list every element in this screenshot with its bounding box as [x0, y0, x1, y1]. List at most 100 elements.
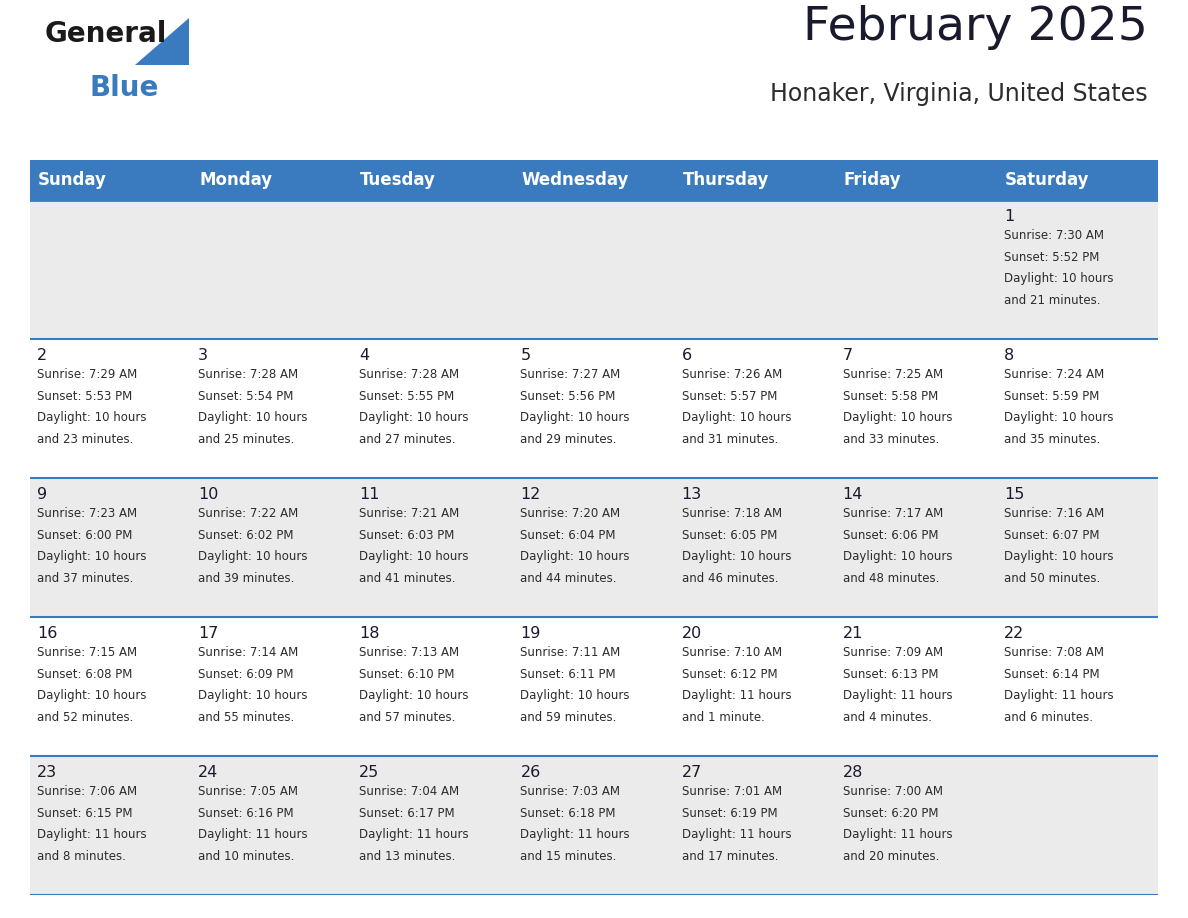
Text: Sunrise: 7:27 AM: Sunrise: 7:27 AM — [520, 368, 620, 381]
Text: Daylight: 10 hours: Daylight: 10 hours — [1004, 411, 1113, 424]
Text: and 59 minutes.: and 59 minutes. — [520, 711, 617, 723]
Text: and 25 minutes.: and 25 minutes. — [198, 432, 295, 445]
Text: Daylight: 11 hours: Daylight: 11 hours — [842, 689, 953, 702]
Text: 20: 20 — [682, 626, 702, 641]
Text: Blue: Blue — [90, 74, 159, 102]
Text: Daylight: 11 hours: Daylight: 11 hours — [37, 828, 146, 841]
Text: Sunset: 6:02 PM: Sunset: 6:02 PM — [198, 529, 293, 542]
Text: Sunrise: 7:13 AM: Sunrise: 7:13 AM — [359, 646, 460, 659]
Text: Daylight: 10 hours: Daylight: 10 hours — [198, 550, 308, 563]
Text: and 44 minutes.: and 44 minutes. — [520, 572, 617, 585]
Text: Sunset: 6:19 PM: Sunset: 6:19 PM — [682, 807, 777, 820]
Text: and 55 minutes.: and 55 minutes. — [198, 711, 295, 723]
Text: Daylight: 10 hours: Daylight: 10 hours — [1004, 272, 1113, 285]
Text: Sunrise: 7:03 AM: Sunrise: 7:03 AM — [520, 785, 620, 798]
Text: Sunrise: 7:28 AM: Sunrise: 7:28 AM — [198, 368, 298, 381]
Text: 2: 2 — [37, 348, 48, 363]
Text: Sunset: 6:20 PM: Sunset: 6:20 PM — [842, 807, 939, 820]
Text: Wednesday: Wednesday — [522, 171, 628, 189]
Text: Sunset: 6:09 PM: Sunset: 6:09 PM — [198, 667, 293, 680]
Text: and 23 minutes.: and 23 minutes. — [37, 432, 133, 445]
Text: Daylight: 11 hours: Daylight: 11 hours — [682, 828, 791, 841]
Text: Daylight: 10 hours: Daylight: 10 hours — [198, 411, 308, 424]
Text: Sunset: 6:11 PM: Sunset: 6:11 PM — [520, 667, 617, 680]
Text: Daylight: 11 hours: Daylight: 11 hours — [1004, 689, 1113, 702]
Text: 11: 11 — [359, 487, 380, 502]
Text: February 2025: February 2025 — [803, 5, 1148, 50]
Text: and 33 minutes.: and 33 minutes. — [842, 432, 939, 445]
Text: Sunset: 5:58 PM: Sunset: 5:58 PM — [842, 389, 939, 403]
Text: Sunset: 6:08 PM: Sunset: 6:08 PM — [37, 667, 132, 680]
Text: Honaker, Virginia, United States: Honaker, Virginia, United States — [770, 83, 1148, 106]
Text: 19: 19 — [520, 626, 541, 641]
Text: 22: 22 — [1004, 626, 1024, 641]
Text: Sunset: 5:52 PM: Sunset: 5:52 PM — [1004, 251, 1099, 263]
Text: and 31 minutes.: and 31 minutes. — [682, 432, 778, 445]
Text: Sunset: 6:18 PM: Sunset: 6:18 PM — [520, 807, 615, 820]
Text: Sunrise: 7:14 AM: Sunrise: 7:14 AM — [198, 646, 298, 659]
Text: Sunset: 5:53 PM: Sunset: 5:53 PM — [37, 389, 132, 403]
Text: 9: 9 — [37, 487, 48, 502]
Text: Sunrise: 7:06 AM: Sunrise: 7:06 AM — [37, 785, 137, 798]
Text: Sunset: 6:17 PM: Sunset: 6:17 PM — [359, 807, 455, 820]
Text: and 20 minutes.: and 20 minutes. — [842, 850, 939, 863]
Text: Sunset: 6:12 PM: Sunset: 6:12 PM — [682, 667, 777, 680]
Text: 15: 15 — [1004, 487, 1024, 502]
Text: 21: 21 — [842, 626, 864, 641]
Text: Daylight: 10 hours: Daylight: 10 hours — [359, 411, 469, 424]
Text: Thursday: Thursday — [683, 171, 769, 189]
Text: and 57 minutes.: and 57 minutes. — [359, 711, 456, 723]
Text: Sunset: 6:04 PM: Sunset: 6:04 PM — [520, 529, 615, 542]
Text: and 48 minutes.: and 48 minutes. — [842, 572, 939, 585]
Text: Daylight: 11 hours: Daylight: 11 hours — [842, 828, 953, 841]
Text: Sunset: 6:06 PM: Sunset: 6:06 PM — [842, 529, 939, 542]
Text: and 29 minutes.: and 29 minutes. — [520, 432, 617, 445]
Text: 25: 25 — [359, 765, 379, 780]
Bar — [30, 617, 1158, 756]
Text: Daylight: 10 hours: Daylight: 10 hours — [198, 689, 308, 702]
Text: and 4 minutes.: and 4 minutes. — [842, 711, 931, 723]
Text: and 35 minutes.: and 35 minutes. — [1004, 432, 1100, 445]
Text: and 37 minutes.: and 37 minutes. — [37, 572, 133, 585]
Text: 18: 18 — [359, 626, 380, 641]
Bar — [30, 756, 1158, 895]
Text: Sunrise: 7:15 AM: Sunrise: 7:15 AM — [37, 646, 137, 659]
Text: Tuesday: Tuesday — [360, 171, 436, 189]
Text: 14: 14 — [842, 487, 864, 502]
Text: Sunset: 6:16 PM: Sunset: 6:16 PM — [198, 807, 293, 820]
Text: and 46 minutes.: and 46 minutes. — [682, 572, 778, 585]
Text: Sunrise: 7:21 AM: Sunrise: 7:21 AM — [359, 507, 460, 520]
Text: Sunrise: 7:28 AM: Sunrise: 7:28 AM — [359, 368, 460, 381]
Text: Sunrise: 7:29 AM: Sunrise: 7:29 AM — [37, 368, 138, 381]
Text: Daylight: 10 hours: Daylight: 10 hours — [37, 411, 146, 424]
Text: Sunrise: 7:17 AM: Sunrise: 7:17 AM — [842, 507, 943, 520]
Bar — [30, 478, 1158, 617]
Text: 10: 10 — [198, 487, 219, 502]
Text: Daylight: 10 hours: Daylight: 10 hours — [682, 411, 791, 424]
Text: Sunset: 6:13 PM: Sunset: 6:13 PM — [842, 667, 939, 680]
Text: Sunrise: 7:16 AM: Sunrise: 7:16 AM — [1004, 507, 1104, 520]
Text: Sunset: 6:00 PM: Sunset: 6:00 PM — [37, 529, 132, 542]
Text: 12: 12 — [520, 487, 541, 502]
Text: 24: 24 — [198, 765, 219, 780]
Text: General: General — [45, 20, 168, 48]
Text: Sunrise: 7:26 AM: Sunrise: 7:26 AM — [682, 368, 782, 381]
Text: and 21 minutes.: and 21 minutes. — [1004, 294, 1100, 307]
Bar — [30, 339, 1158, 478]
Text: Sunset: 6:07 PM: Sunset: 6:07 PM — [1004, 529, 1099, 542]
Text: 8: 8 — [1004, 348, 1015, 363]
Text: and 17 minutes.: and 17 minutes. — [682, 850, 778, 863]
Text: and 39 minutes.: and 39 minutes. — [198, 572, 295, 585]
Text: Sunset: 6:14 PM: Sunset: 6:14 PM — [1004, 667, 1099, 680]
Text: Daylight: 10 hours: Daylight: 10 hours — [520, 689, 630, 702]
Text: Daylight: 10 hours: Daylight: 10 hours — [37, 550, 146, 563]
Text: Daylight: 10 hours: Daylight: 10 hours — [682, 550, 791, 563]
Text: Saturday: Saturday — [1005, 171, 1089, 189]
Text: Sunrise: 7:20 AM: Sunrise: 7:20 AM — [520, 507, 620, 520]
Text: Daylight: 10 hours: Daylight: 10 hours — [359, 550, 469, 563]
Text: 6: 6 — [682, 348, 691, 363]
Text: Sunrise: 7:23 AM: Sunrise: 7:23 AM — [37, 507, 137, 520]
Text: and 10 minutes.: and 10 minutes. — [198, 850, 295, 863]
Text: 4: 4 — [359, 348, 369, 363]
Text: Sunrise: 7:18 AM: Sunrise: 7:18 AM — [682, 507, 782, 520]
